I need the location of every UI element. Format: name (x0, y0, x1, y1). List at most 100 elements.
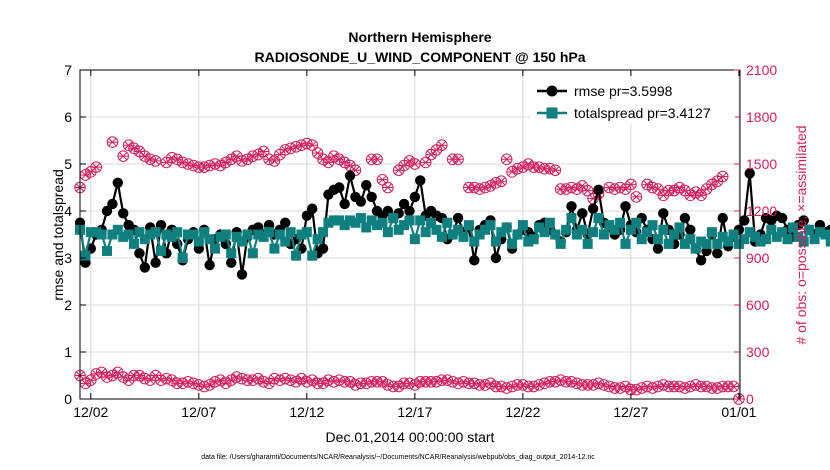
obs-possible-marker (500, 382, 513, 394)
obs-possible-marker (436, 139, 448, 151)
totalspread-point (566, 213, 577, 224)
obs-assimilated-marker (404, 156, 415, 165)
y-axis-label-left: rmse and totalspread (50, 169, 66, 301)
totalspread-point (361, 222, 372, 233)
obs-count-point (106, 136, 119, 148)
y-left-tick-label: 4 (64, 203, 72, 219)
rmse-point (695, 255, 707, 266)
obs-possible-marker (90, 161, 103, 173)
obs-count-point (252, 148, 265, 161)
totalspread-point (393, 224, 404, 235)
totalspread-point (458, 231, 469, 242)
obs-possible-marker (122, 139, 135, 151)
totalspread-point (431, 224, 442, 235)
obs-possible-marker (382, 181, 394, 194)
totalspread-point (517, 220, 528, 231)
data-file-footnote: data file: /Users/gharamti/Documents/NCA… (201, 454, 595, 461)
y-left-tick-label: 5 (64, 156, 72, 172)
totalspread-point (366, 215, 377, 226)
obs-possible-marker (306, 374, 319, 387)
rmse-point (112, 177, 124, 188)
totalspread-point (598, 229, 609, 240)
rmse-point (301, 210, 313, 221)
obs-assimilated-marker (253, 150, 264, 159)
totalspread-point (372, 220, 383, 231)
totalspread-point (453, 224, 464, 235)
obs-assimilated-marker (91, 163, 102, 172)
obs-possible-marker (90, 368, 103, 380)
obs-count-point (689, 186, 702, 198)
obs-count-point (220, 156, 232, 169)
obs-possible-marker (241, 153, 254, 166)
obs-assimilated-marker (620, 382, 631, 391)
totalspread-point (577, 224, 588, 235)
totalspread-point (652, 234, 663, 245)
y-axis-label-right: # of obs: o=possible; ×=assimilated (793, 125, 809, 344)
totalspread-point (420, 227, 431, 238)
y-right-tick-label: 1200 (746, 203, 777, 219)
totalspread-point (80, 250, 91, 261)
rmse-point (118, 208, 129, 219)
obs-possible-marker (409, 379, 421, 391)
obs-assimilated-marker (107, 138, 118, 147)
obs-possible-marker (403, 155, 416, 167)
obs-assimilated-marker (485, 181, 496, 190)
obs-possible-marker (284, 142, 297, 155)
totalspread-point (112, 224, 123, 235)
y-left-tick-label: 2 (64, 297, 72, 313)
obs-assimilated-marker (517, 163, 528, 172)
y-left-tick-label: 7 (64, 62, 72, 78)
totalspread-point (150, 227, 161, 238)
totalspread-point (588, 227, 599, 238)
obs-count-point (641, 178, 653, 191)
totalspread-point (307, 250, 318, 261)
obs-possible-marker (581, 184, 594, 197)
obs-possible-marker (619, 380, 632, 393)
plot-frame (79, 69, 741, 400)
obs-assimilated-marker (215, 376, 226, 385)
obs-possible-marker (333, 153, 346, 166)
obs-possible-marker (220, 377, 232, 390)
obs-assimilated-marker (123, 141, 134, 150)
series-totalspread (75, 213, 830, 263)
rmse-point (404, 205, 415, 217)
totalspread-point (474, 229, 485, 240)
x-tick-label: 01/01 (721, 404, 756, 420)
obs-possible-marker (187, 377, 200, 390)
rmse-point (409, 191, 421, 203)
x-axis-label: Dec.01,2014 00:00:00 start (326, 429, 495, 445)
obs-assimilated-marker (307, 376, 318, 385)
rmse-point (339, 198, 350, 210)
obs-count-point (522, 158, 535, 170)
x-tick-label: 12/27 (613, 404, 648, 420)
obs-count-point (203, 379, 216, 391)
totalspread-point (679, 238, 690, 249)
totalspread-point (631, 217, 642, 228)
totalspread-point (145, 229, 156, 240)
obs-count-point (252, 372, 265, 385)
totalspread-point (528, 234, 539, 245)
obs-assimilated-marker (690, 188, 701, 197)
totalspread-point (771, 231, 782, 242)
obs-count-point (117, 150, 130, 162)
rmse-point (452, 212, 464, 224)
rmse-point (712, 248, 723, 259)
obs-assimilated-marker (625, 180, 636, 189)
legend-box (530, 80, 735, 124)
obs-assimilated-marker (571, 185, 582, 194)
obs-count-point (392, 380, 405, 393)
obs-possible-marker (257, 145, 270, 158)
obs-assimilated-marker (220, 379, 231, 388)
obs-assimilated-marker (717, 172, 728, 181)
totalspread-point (134, 227, 145, 238)
obs-possible-marker (565, 375, 578, 388)
obs-possible-marker (203, 379, 216, 391)
totalspread-point (760, 234, 771, 245)
obs-count-point (484, 377, 497, 390)
obs-assimilated-marker (706, 180, 717, 189)
obs-assimilated-marker (507, 167, 518, 176)
obs-assimilated-marker (296, 374, 307, 383)
totalspread-point (409, 234, 420, 245)
legend-totalspread-label: totalspread pr=3.4127 (574, 105, 711, 121)
totalspread-point (85, 227, 96, 238)
